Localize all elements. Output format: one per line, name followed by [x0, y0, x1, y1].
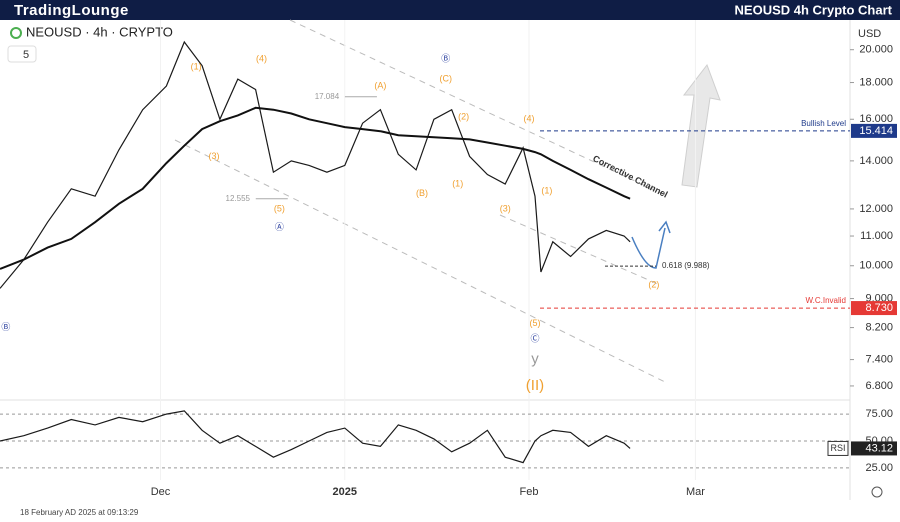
- level-tag: [851, 123, 897, 138]
- x-tick-label: 2025: [333, 486, 357, 498]
- rsi-name-tag: [827, 440, 849, 456]
- x-tick-label: Mar: [686, 486, 705, 498]
- x-tick-label: Feb: [520, 486, 539, 498]
- wave-label: (1): [191, 62, 202, 72]
- rsi-tick-label: 75.00: [865, 408, 893, 420]
- bullish-arrow: [681, 63, 721, 188]
- interval-box[interactable]: [7, 45, 37, 63]
- wave-label: (2): [458, 112, 469, 122]
- wave-label: (1): [541, 186, 552, 196]
- brand: TradingLounge: [14, 2, 129, 19]
- level-label: Bullish Level: [801, 119, 846, 128]
- wave-label: (B): [416, 188, 428, 198]
- rsi-value-tag: [851, 441, 897, 456]
- wave-label: (3): [500, 203, 511, 213]
- wave-label: (II): [526, 377, 544, 394]
- y-tick-label: 8.200: [865, 321, 893, 333]
- y-tick-label: 7.400: [865, 353, 893, 365]
- channel-line: [174, 139, 666, 383]
- symbol: NEOUSD · 4h · CRYPTO: [26, 24, 173, 39]
- wave-label: Ⓒ: [530, 334, 539, 344]
- currency: USD: [858, 28, 881, 40]
- symbol-icon: [10, 27, 22, 39]
- y-tick-label: 20.000: [859, 44, 893, 56]
- level-value: 15.414: [859, 125, 893, 137]
- wave-label: y: [531, 351, 539, 368]
- rsi-value: 43.12: [865, 442, 893, 454]
- settings-icon[interactable]: [871, 486, 883, 498]
- wave-label: Ⓑ: [441, 54, 450, 64]
- header-bar: [0, 0, 900, 20]
- level-value: 8.730: [865, 302, 893, 314]
- wave-label: (C): [440, 73, 453, 83]
- level-label: W.C.Invalid: [806, 296, 846, 305]
- footer-timestamp: 18 February AD 2025 at 09:13:29: [20, 508, 139, 517]
- projection-path: [631, 227, 666, 269]
- channel-label: Corrective Channel: [591, 153, 669, 199]
- wave-label: 17.084: [315, 92, 340, 101]
- rsi-tick-label: 25.00: [865, 462, 893, 474]
- wave-label: Ⓐ: [275, 222, 284, 232]
- series-line: [0, 106, 631, 270]
- interval: 5: [23, 49, 29, 61]
- wave-label: (5): [529, 318, 540, 328]
- y-tick-label: 12.000: [859, 203, 893, 215]
- y-tick-label: 16.000: [859, 113, 893, 125]
- wave-label: (5): [274, 203, 285, 213]
- wave-label: (4): [256, 54, 267, 64]
- channel-line: [289, 19, 666, 196]
- chart-title: NEOUSD 4h Crypto Chart: [735, 2, 893, 17]
- wave-label: (4): [524, 114, 535, 124]
- wave-label: (3): [208, 151, 219, 161]
- series-line: [0, 40, 631, 289]
- y-tick-label: 10.000: [859, 260, 893, 272]
- y-tick-label: 18.000: [859, 76, 893, 88]
- channel-line: [499, 214, 661, 286]
- fib-label: 0.618 (9.988): [662, 261, 710, 270]
- y-tick-label: 6.800: [865, 380, 893, 392]
- wave-label: (1): [452, 178, 463, 188]
- wave-label: (A): [374, 80, 386, 90]
- x-tick-label: Dec: [151, 486, 171, 498]
- wave-label: Ⓑ: [1, 322, 10, 332]
- wave-label: 12.555: [226, 194, 251, 203]
- rsi-name: RSI: [830, 443, 845, 453]
- wave-label: (2): [648, 279, 659, 289]
- projection-arrowhead: [658, 220, 671, 234]
- y-tick-label: 14.000: [859, 155, 893, 167]
- y-tick-label: 11.000: [860, 230, 893, 242]
- series-line: [0, 410, 631, 464]
- level-tag: [851, 301, 897, 316]
